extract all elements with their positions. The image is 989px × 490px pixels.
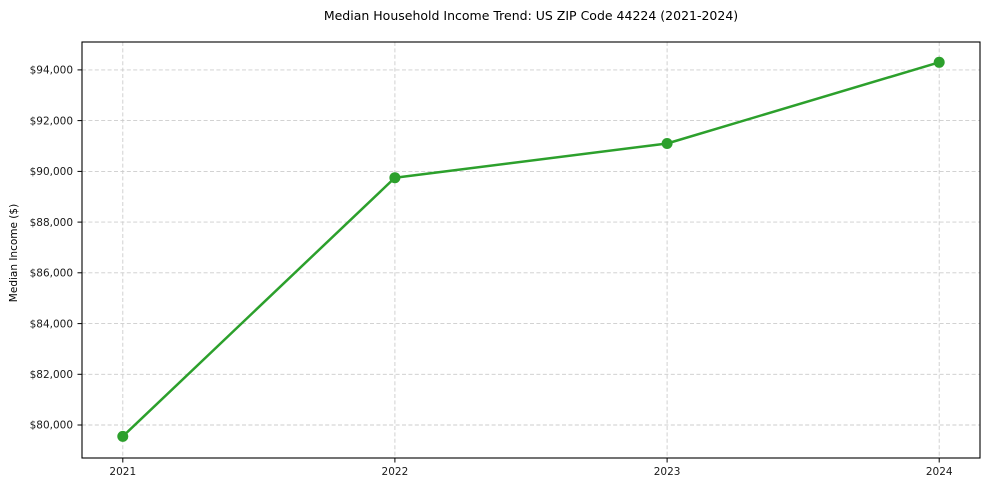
y-tick-label: $86,000 <box>30 268 73 280</box>
x-tick-label: 2022 <box>382 466 409 478</box>
x-tick-label: 2021 <box>109 466 136 478</box>
data-point <box>661 138 673 149</box>
data-point <box>117 430 129 442</box>
x-tick-label: 2023 <box>654 466 681 478</box>
y-tick-label: $80,000 <box>30 420 73 432</box>
chart-title: Median Household Income Trend: US ZIP Co… <box>323 8 739 23</box>
y-tick-label: $84,000 <box>30 318 73 330</box>
axes-spines <box>81 41 981 459</box>
y-tick-label: $88,000 <box>30 217 73 229</box>
x-tick-label: 2024 <box>926 466 953 478</box>
y-tick-label: $82,000 <box>30 369 73 381</box>
data-point <box>933 56 945 68</box>
data-point <box>389 172 401 184</box>
y-tick-label: $94,000 <box>30 65 73 77</box>
income-trend-line <box>121 61 941 438</box>
y-tick-label: $90,000 <box>30 166 73 178</box>
y-tick-label: $92,000 <box>30 115 73 127</box>
